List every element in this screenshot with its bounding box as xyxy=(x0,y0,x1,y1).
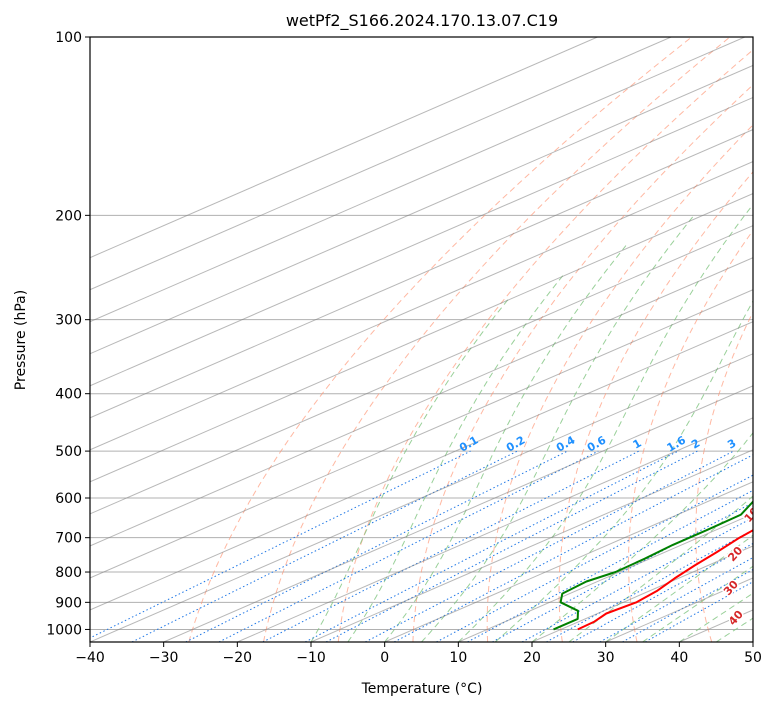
isotherm xyxy=(90,37,598,259)
dry-adiabat xyxy=(337,49,753,642)
moist-adiabat xyxy=(715,617,753,642)
moist-adiabat xyxy=(494,299,753,642)
x-tick-label: −20 xyxy=(223,650,253,666)
isotherm-label: 30 xyxy=(720,576,743,599)
mixing-ratio-label: 1 xyxy=(631,437,644,452)
mixing-ratio-line xyxy=(436,474,753,642)
isotherm xyxy=(90,257,753,547)
y-tick-label: 700 xyxy=(55,531,82,547)
mixing-ratio-line xyxy=(521,517,753,642)
x-axis-label: Temperature (°C) xyxy=(361,681,483,697)
isotherm xyxy=(90,225,753,515)
moist-adiabat xyxy=(679,592,753,642)
y-axis-label: Pressure (hPa) xyxy=(13,290,29,390)
isotherm xyxy=(90,64,753,355)
chart-title: wetPf2_S166.2024.170.13.07.C19 xyxy=(286,11,558,31)
y-axis-ticks: 100 200 300 400 500 600 700 800 900 1000 xyxy=(46,30,90,638)
mixing-ratio-line xyxy=(599,557,753,642)
isotherm xyxy=(90,353,753,642)
x-tick-label: 50 xyxy=(744,650,762,666)
dry-adiabat xyxy=(486,124,753,642)
mixing-ratio-line xyxy=(393,454,753,642)
svg-text:30: 30 xyxy=(721,578,741,598)
isotherm xyxy=(90,37,746,323)
mixing-ratio-line xyxy=(572,542,753,642)
y-tick-label: 300 xyxy=(55,313,82,329)
moist-adiabat xyxy=(384,245,627,642)
mixing-ratio-label: 3 xyxy=(725,437,738,452)
y-tick-label: 200 xyxy=(55,208,82,224)
sounding-series xyxy=(553,500,753,631)
y-tick-label: 500 xyxy=(55,444,82,460)
moist-adiabat xyxy=(605,534,753,642)
isotherm xyxy=(90,37,672,291)
x-tick-label: −40 xyxy=(75,650,105,666)
moist-adiabat xyxy=(642,565,753,642)
isotherm xyxy=(163,385,753,642)
mixing-ratio-line xyxy=(90,450,471,639)
isotherm xyxy=(384,481,753,642)
dry-adiabat xyxy=(412,84,753,642)
moist-adiabat xyxy=(347,272,566,642)
y-tick-label: 100 xyxy=(55,30,82,46)
y-tick-label: 900 xyxy=(55,595,82,611)
isotherm-label: 20 xyxy=(724,542,747,565)
moist-adiabat xyxy=(531,431,753,642)
dry-adiabats xyxy=(188,37,775,642)
dry-adiabat xyxy=(263,37,731,642)
isotherms xyxy=(90,37,753,642)
isotherm xyxy=(90,96,753,387)
x-tick-label: 20 xyxy=(523,650,541,666)
mixing-ratio-line xyxy=(546,529,753,642)
moist-adiabat xyxy=(568,495,753,642)
isotherm xyxy=(90,289,753,579)
mixing-ratio-label: 4 xyxy=(752,436,765,451)
isotherm xyxy=(90,161,753,451)
x-tick-label: −10 xyxy=(296,650,326,666)
mixing-ratio-label: 2 xyxy=(689,437,702,452)
dry-adiabat xyxy=(761,37,775,642)
svg-text:20: 20 xyxy=(726,544,746,564)
moist-adiabat xyxy=(310,296,511,642)
x-tick-label: 0 xyxy=(380,650,389,666)
mixing-ratio-line xyxy=(304,450,679,642)
y-tick-label: 800 xyxy=(55,565,82,581)
moist-adiabat xyxy=(421,214,695,642)
temperature-profile xyxy=(577,529,753,631)
mixing-ratio-line xyxy=(622,568,753,642)
isotherm xyxy=(458,513,753,642)
plot-frame xyxy=(89,36,754,643)
isotherm xyxy=(237,417,753,642)
y-tick-label: 1000 xyxy=(46,622,82,638)
mixing-ratio-line xyxy=(218,450,599,642)
isotherm xyxy=(90,128,753,419)
y-tick-label: 600 xyxy=(55,491,82,507)
x-axis-ticks: −40 −30 −20 −10 0 10 20 30 40 50 xyxy=(75,642,762,666)
isotherm xyxy=(310,449,753,642)
plot-area: -100-90-80-70-60-50-40-30-20-10010203040… xyxy=(90,37,775,642)
mixing-ratio-line xyxy=(644,581,753,642)
isotherm xyxy=(90,193,753,483)
dewpoint-profile xyxy=(553,500,753,631)
y-tick-label: 400 xyxy=(55,387,82,403)
dry-adiabat xyxy=(628,229,753,642)
mixing-ratio-lines xyxy=(90,450,753,642)
moist-adiabats xyxy=(310,203,753,642)
x-tick-label: 10 xyxy=(449,650,467,666)
isotherm xyxy=(90,321,753,611)
isotherm xyxy=(679,609,753,642)
dry-adiabat xyxy=(188,37,693,642)
x-tick-label: 40 xyxy=(670,650,688,666)
mixing-ratio-line xyxy=(185,450,568,642)
x-tick-label: 30 xyxy=(597,650,615,666)
dry-adiabat xyxy=(558,171,753,642)
isotherm xyxy=(752,641,753,642)
x-tick-label: −30 xyxy=(149,650,179,666)
mixing-ratio-line xyxy=(467,489,753,642)
